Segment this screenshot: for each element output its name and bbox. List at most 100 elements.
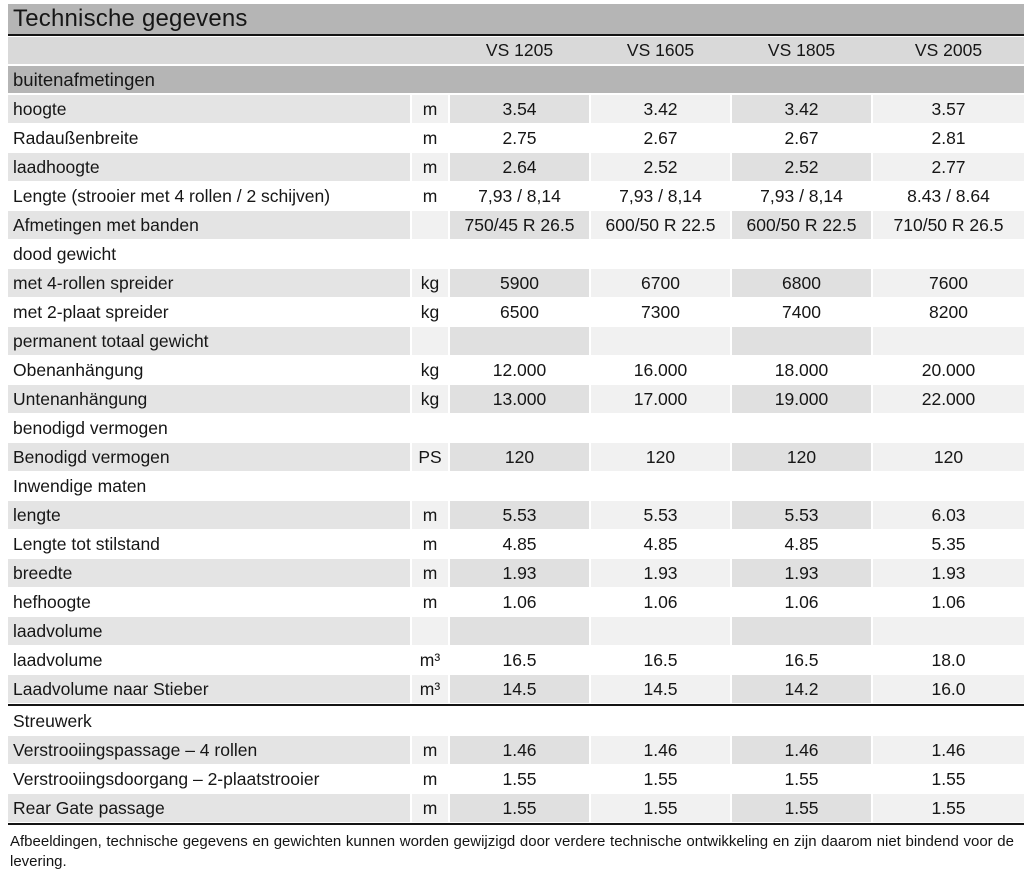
- value-cell: [450, 707, 589, 735]
- value-cell: 5.35: [873, 530, 1024, 558]
- value-cell: 1.93: [591, 559, 730, 587]
- row-label: Obenanhängung: [8, 356, 410, 384]
- value-cell: [873, 327, 1024, 355]
- unit-cell: [412, 617, 448, 645]
- value-cell: [873, 707, 1024, 735]
- unit-cell: m: [412, 530, 448, 558]
- value-cell: [450, 617, 589, 645]
- value-cell: 7,93 / 8,14: [591, 182, 730, 210]
- value-cell: [873, 617, 1024, 645]
- value-cell: 1.06: [732, 588, 871, 616]
- row-label: breedte: [8, 559, 410, 587]
- value-cell: 16.5: [450, 646, 589, 674]
- value-cell: [591, 707, 730, 735]
- unit-cell: m³: [412, 675, 448, 703]
- row-label: Verstrooiingsdoorgang – 2-plaatstrooier: [8, 765, 410, 793]
- value-cell: 1.93: [732, 559, 871, 587]
- value-cell: 1.93: [873, 559, 1024, 587]
- value-cell: [732, 414, 871, 442]
- value-cell: 2.67: [732, 124, 871, 152]
- value-cell: 750/45 R 26.5: [450, 211, 589, 239]
- value-cell: 14.2: [732, 675, 871, 703]
- row-label: Laadvolume naar Stieber: [8, 675, 410, 703]
- value-cell: 5.53: [591, 501, 730, 529]
- value-cell: [732, 327, 871, 355]
- row-label: benodigd vermogen: [8, 414, 410, 442]
- table-row: Verstrooiingsdoorgang – 2-plaatstrooier m…: [8, 765, 1024, 793]
- value-cell: [450, 240, 589, 268]
- value-cell: 7,93 / 8,14: [450, 182, 589, 210]
- value-cell: 3.42: [732, 95, 871, 123]
- row-label: met 4-rollen spreider: [8, 269, 410, 297]
- row-label: Inwendige maten: [8, 472, 410, 500]
- value-cell: 18.000: [732, 356, 871, 384]
- row-label: Lengte tot stilstand: [8, 530, 410, 558]
- value-cell: 8.43 / 8.64: [873, 182, 1024, 210]
- value-cell: 4.85: [591, 530, 730, 558]
- value-cell: 1.55: [732, 794, 871, 822]
- row-label: Streuwerk: [8, 707, 410, 735]
- value-cell: [732, 707, 871, 735]
- unit-cell: m: [412, 559, 448, 587]
- section-bar: buitenafmetingen: [8, 66, 1024, 93]
- unit-cell: [412, 240, 448, 268]
- value-cell: 1.55: [450, 765, 589, 793]
- unit-cell: kg: [412, 298, 448, 326]
- title-separator-rule: [8, 34, 1024, 36]
- value-cell: 1.46: [450, 736, 589, 764]
- row-label: met 2-plaat spreider: [8, 298, 410, 326]
- table-row: Afmetingen met banden 750/45 R 26.5 600/50…: [8, 211, 1024, 239]
- value-cell: 1.06: [450, 588, 589, 616]
- section-row: dood gewicht: [8, 240, 1024, 268]
- row-label: Rear Gate passage: [8, 794, 410, 822]
- value-cell: 710/50 R 26.5: [873, 211, 1024, 239]
- value-cell: 16.0: [873, 675, 1024, 703]
- unit-cell: [412, 472, 448, 500]
- value-cell: 7,93 / 8,14: [732, 182, 871, 210]
- unit-cell: m: [412, 182, 448, 210]
- value-cell: [873, 472, 1024, 500]
- value-cell: 16.5: [591, 646, 730, 674]
- row-label: Benodigd vermogen: [8, 443, 410, 471]
- row-label: hefhoogte: [8, 588, 410, 616]
- value-cell: [450, 414, 589, 442]
- unit-cell: m: [412, 501, 448, 529]
- section-row: laadvolume: [8, 617, 1024, 645]
- value-cell: 18.0: [873, 646, 1024, 674]
- value-cell: [732, 240, 871, 268]
- unit-cell: m: [412, 765, 448, 793]
- value-cell: 120: [450, 443, 589, 471]
- unit-cell: [412, 327, 448, 355]
- unit-cell: [412, 211, 448, 239]
- table-row: Rear Gate passage m 1.55 1.55 1.55 1.55: [8, 794, 1024, 822]
- value-cell: 13.000: [450, 385, 589, 413]
- table-body: buitenafmetingen hoogte m 3.54 3.42 3.42 3.57 R…: [0, 66, 1024, 822]
- value-cell: [450, 472, 589, 500]
- row-label: Lengte (strooier met 4 rollen / 2 schijv…: [8, 182, 410, 210]
- value-cell: 1.46: [591, 736, 730, 764]
- row-label: dood gewicht: [8, 240, 410, 268]
- table-row: laadhoogte m 2.64 2.52 2.52 2.77: [8, 153, 1024, 181]
- column-header: VS 2005: [914, 40, 983, 60]
- value-cell: 600/50 R 22.5: [732, 211, 871, 239]
- value-cell: 6500: [450, 298, 589, 326]
- row-label: laadvolume: [8, 617, 410, 645]
- value-cell: [591, 327, 730, 355]
- unit-cell: kg: [412, 385, 448, 413]
- footnote: Afbeeldingen, technische gegevens en gew…: [10, 833, 1014, 870]
- value-cell: 1.55: [450, 794, 589, 822]
- table-row: Laadvolume naar Stieber m³ 14.5 14.5 14.2 16.…: [8, 675, 1024, 703]
- value-cell: 20.000: [873, 356, 1024, 384]
- table-row: Obenanhängung kg 12.000 16.000 18.000 20.000: [8, 356, 1024, 384]
- value-cell: 1.06: [591, 588, 730, 616]
- unit-cell: PS: [412, 443, 448, 471]
- value-cell: [591, 240, 730, 268]
- value-cell: 1.55: [591, 765, 730, 793]
- footer-separator-rule: [8, 823, 1024, 825]
- row-label: Untenanhängung: [8, 385, 410, 413]
- value-cell: 2.67: [591, 124, 730, 152]
- unit-cell: [412, 414, 448, 442]
- value-cell: [450, 327, 589, 355]
- value-cell: 22.000: [873, 385, 1024, 413]
